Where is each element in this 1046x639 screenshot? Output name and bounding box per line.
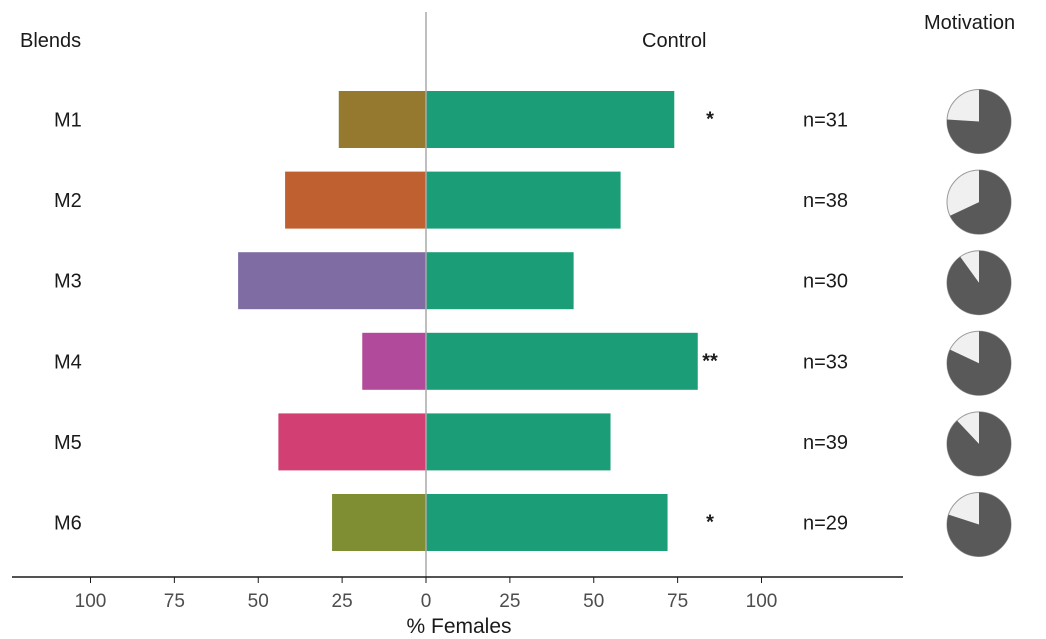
pie-slice-m2	[950, 170, 1012, 235]
pie-slice-m1	[946, 89, 1011, 154]
significance-m1: *	[706, 109, 714, 131]
x-tick-label: 75	[164, 591, 185, 612]
x-tick-label: 100	[75, 591, 107, 612]
bar-control-m6	[426, 494, 668, 551]
x-tick-label: 25	[499, 591, 520, 612]
x-tick-label: 50	[248, 591, 269, 612]
significance-m6: *	[706, 512, 714, 534]
x-tick-label: 75	[667, 591, 688, 612]
x-tick-label: 0	[421, 591, 432, 612]
row-label-m1: M1	[54, 110, 82, 132]
n-label-m4: n=33	[803, 351, 848, 373]
significance-m4: **	[702, 350, 718, 372]
bar-blend-m5	[278, 413, 426, 471]
motivation-header: Motivation	[924, 12, 1016, 34]
x-tick-label: 25	[332, 591, 353, 612]
bar-blend-m1	[338, 91, 426, 148]
bar-blend-m6	[332, 494, 426, 551]
row-label-m3: M3	[54, 271, 82, 293]
n-label-m2: n=38	[803, 190, 848, 212]
pie-slice-m6	[947, 492, 1012, 557]
bar-control-m1	[426, 91, 675, 148]
row-label-m4: M4	[54, 351, 82, 373]
x-axis-ticks: 100 75 50 25 0 25 50 75 100	[75, 577, 778, 612]
bar-control-m2	[426, 171, 621, 229]
x-axis-label: % Females	[406, 615, 511, 638]
control-header: Control	[642, 30, 707, 52]
n-label-m1: n=31	[803, 110, 848, 132]
bar-blend-m3	[238, 252, 426, 310]
motivation-pies	[946, 89, 1012, 557]
row-label-m2: M2	[54, 190, 82, 212]
n-label-m5: n=39	[803, 432, 848, 454]
row-label-m5: M5	[54, 432, 82, 454]
pie-slice-m4	[947, 331, 1012, 396]
pie-slice-m3	[946, 250, 1011, 315]
x-tick-label: 100	[746, 591, 778, 612]
x-tick-label: 50	[583, 591, 604, 612]
bar-blend-m2	[285, 171, 426, 229]
blends-header: Blends	[20, 30, 82, 52]
bar-control-m3	[426, 252, 574, 310]
n-label-m3: n=30	[803, 271, 848, 293]
bars-layer	[238, 91, 698, 551]
bar-blend-m4	[362, 332, 426, 390]
n-label-m6: n=29	[803, 513, 848, 535]
labels-layer: M1 * n=31 M2 n=38 M3 n=30 M4 ** n=33 M5 n=39 M6 * n=29	[54, 109, 848, 535]
bar-control-m4	[426, 332, 698, 390]
bar-control-m5	[426, 413, 611, 471]
row-label-m6: M6	[54, 513, 82, 535]
pie-slice-m5	[946, 411, 1011, 476]
